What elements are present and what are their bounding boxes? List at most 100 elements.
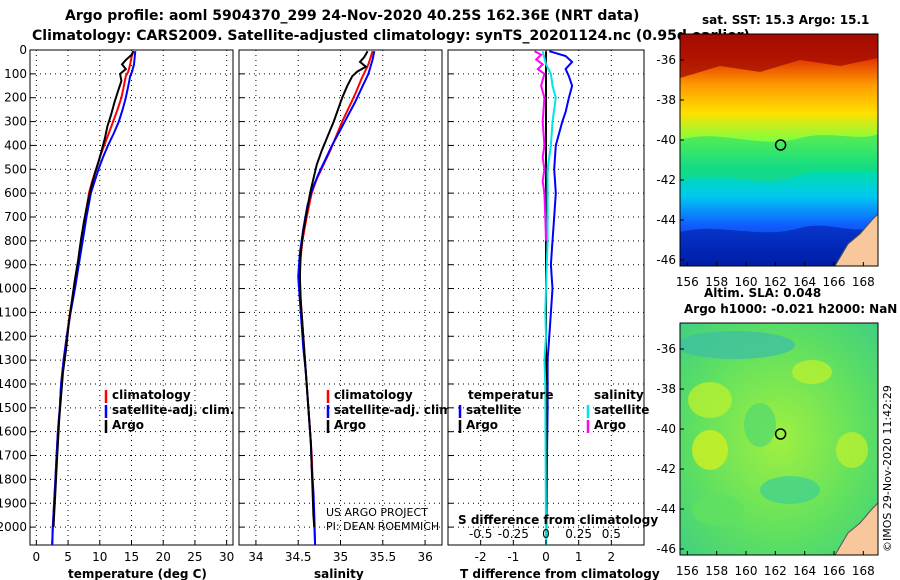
- sst-argo-marker: [774, 139, 787, 151]
- sla-xticks: 156 158 160 162 164 166 168: [676, 551, 875, 578]
- sst-cold-patch: [680, 225, 878, 266]
- map-x-tick-label: 160: [735, 275, 758, 289]
- legend-satellite: satellite-adj. clim.: [334, 403, 456, 417]
- x-tick-label: 35.5: [369, 550, 396, 564]
- map-y-tick-label: -40: [656, 422, 676, 436]
- x-tick-label: -1: [507, 550, 519, 564]
- x-tick-label: 34: [248, 550, 263, 564]
- y-tick-label: 1700: [0, 449, 27, 463]
- map-y-tick-label: -42: [656, 462, 676, 476]
- y-tick-label: 200: [4, 91, 27, 105]
- map-y-tick-label: -46: [656, 542, 676, 556]
- y-tick-label: 1900: [0, 496, 27, 510]
- map-x-tick-label: 156: [676, 275, 699, 289]
- sst-land: [834, 213, 878, 266]
- map-x-tick-label: 164: [793, 564, 816, 578]
- y-tick-label: 1100: [0, 305, 27, 319]
- map-x-tick-label: 160: [735, 564, 758, 578]
- salinity-grid: [239, 49, 442, 545]
- legend-t-argo: Argo: [466, 418, 498, 432]
- y-tick-label: 1500: [0, 401, 27, 415]
- difference-panel: -2 -1 0 1 2 -0.5 -0.25 0 0.25 0.5 T difference f…: [447, 49, 660, 580]
- map-y-tick-label: -38: [656, 382, 676, 396]
- salinity-legend: climatology satellite-adj. clim. Argo: [326, 388, 456, 433]
- map-y-tick-label: -36: [656, 342, 676, 356]
- y-tick-label: 1600: [0, 425, 27, 439]
- temperature-xticks: 0 5 10 15 20 25 30: [33, 540, 234, 564]
- temperature-panel: 0 5 10 15 20 25 30 0 100 200 300 400 500 600 700 800 90…: [0, 43, 234, 580]
- difference-xticks: -2 -1 0 1 2: [475, 540, 615, 564]
- map-x-tick-label: 162: [764, 275, 787, 289]
- y-tick-label: 2000: [0, 520, 27, 534]
- sla-eddy: [688, 382, 732, 418]
- y-tick-label: 400: [4, 138, 27, 152]
- series-s-satellite: [541, 50, 557, 546]
- x-tick-label: 25: [187, 550, 202, 564]
- sla-eddy: [692, 430, 728, 470]
- secondary-x-tick-label: 0.25: [565, 527, 592, 541]
- y-tick-label: 1400: [0, 377, 27, 391]
- map-y-tick-label: -46: [656, 253, 676, 267]
- x-tick-label: 36: [417, 550, 432, 564]
- imos-footer: ©IMOS 29-Nov-2020 11:42:29: [881, 385, 894, 552]
- difference-secondary-xlabel: S difference from climatology: [458, 513, 658, 527]
- legend-satellite: satellite-adj. clim.: [112, 403, 234, 417]
- x-tick-label: 0: [542, 550, 550, 564]
- legend-climatology: climatology: [112, 388, 191, 402]
- salinity-xticks: 34 34.5 35 35.5 36: [248, 540, 433, 564]
- difference-lines: [534, 50, 574, 546]
- legend-header-temperature: temperature: [468, 388, 553, 402]
- x-tick-label: -2: [475, 550, 487, 564]
- y-tick-label: 500: [4, 162, 27, 176]
- salinity-panel: 34 34.5 35 35.5 36 salinity climatology sate…: [238, 49, 456, 580]
- map-x-tick-label: 158: [705, 275, 728, 289]
- legend-argo: Argo: [112, 418, 144, 432]
- legend-climatology: climatology: [334, 388, 413, 402]
- title-line2: Climatology: CARS2009. Satellite-adjuste…: [32, 28, 750, 44]
- temperature-grid: [30, 49, 233, 545]
- sla-map-panel: Altim. SLA: 0.048 Argo h1000: -0.021 h20…: [656, 286, 897, 578]
- argo-location-marker: [774, 428, 787, 440]
- sla-eddy: [760, 476, 820, 504]
- sla-eddy: [692, 494, 744, 526]
- legend-t-satellite: satellite: [466, 403, 521, 417]
- argo-location-marker: [774, 139, 787, 151]
- sst-front: [680, 134, 878, 182]
- sla-argo-marker: [774, 428, 787, 440]
- sla-eddy: [836, 432, 868, 468]
- sst-xticks: 156 158 160 162 164 166 168: [676, 262, 875, 289]
- series-argo: [52, 50, 135, 528]
- x-tick-label: 20: [156, 550, 171, 564]
- map-x-tick-label: 158: [705, 564, 728, 578]
- salinity-xlabel: salinity: [314, 567, 364, 580]
- map-x-tick-label: 166: [823, 564, 846, 578]
- salinity-lines: [297, 50, 376, 546]
- y-tick-label: 300: [4, 115, 27, 129]
- legend-argo: Argo: [334, 418, 366, 432]
- secondary-x-tick-label: -0.25: [498, 527, 529, 541]
- temperature-panel-frame: [29, 49, 234, 546]
- pi-note: PI: DEAN ROEMMICH: [326, 520, 439, 533]
- sla-yticks: -36 -38 -40 -42 -44 -46: [656, 342, 684, 556]
- x-tick-label: 5: [64, 550, 72, 564]
- difference-grid: [448, 49, 644, 545]
- y-tick-label: 100: [4, 67, 27, 81]
- map-y-tick-label: -40: [656, 133, 676, 147]
- secondary-x-tick-label: 0.5: [602, 527, 621, 541]
- map-y-tick-label: -36: [656, 53, 676, 67]
- series-argo: [298, 50, 369, 528]
- y-tick-label: 1200: [0, 329, 27, 343]
- map-y-tick-label: -38: [656, 93, 676, 107]
- sla-map-frame: [679, 322, 879, 556]
- project-note: US ARGO PROJECT: [326, 506, 428, 519]
- x-tick-label: 0: [33, 550, 41, 564]
- series-t-satellite: [545, 50, 574, 546]
- y-tick-label: 700: [4, 210, 27, 224]
- map-x-tick-label: 156: [676, 564, 699, 578]
- difference-legend: temperature salinity satellite Argo sate…: [458, 388, 649, 433]
- x-tick-label: 10: [92, 550, 107, 564]
- sla-land: [834, 502, 878, 555]
- legend-s-argo: Argo: [594, 418, 626, 432]
- sla-eddy: [792, 360, 832, 384]
